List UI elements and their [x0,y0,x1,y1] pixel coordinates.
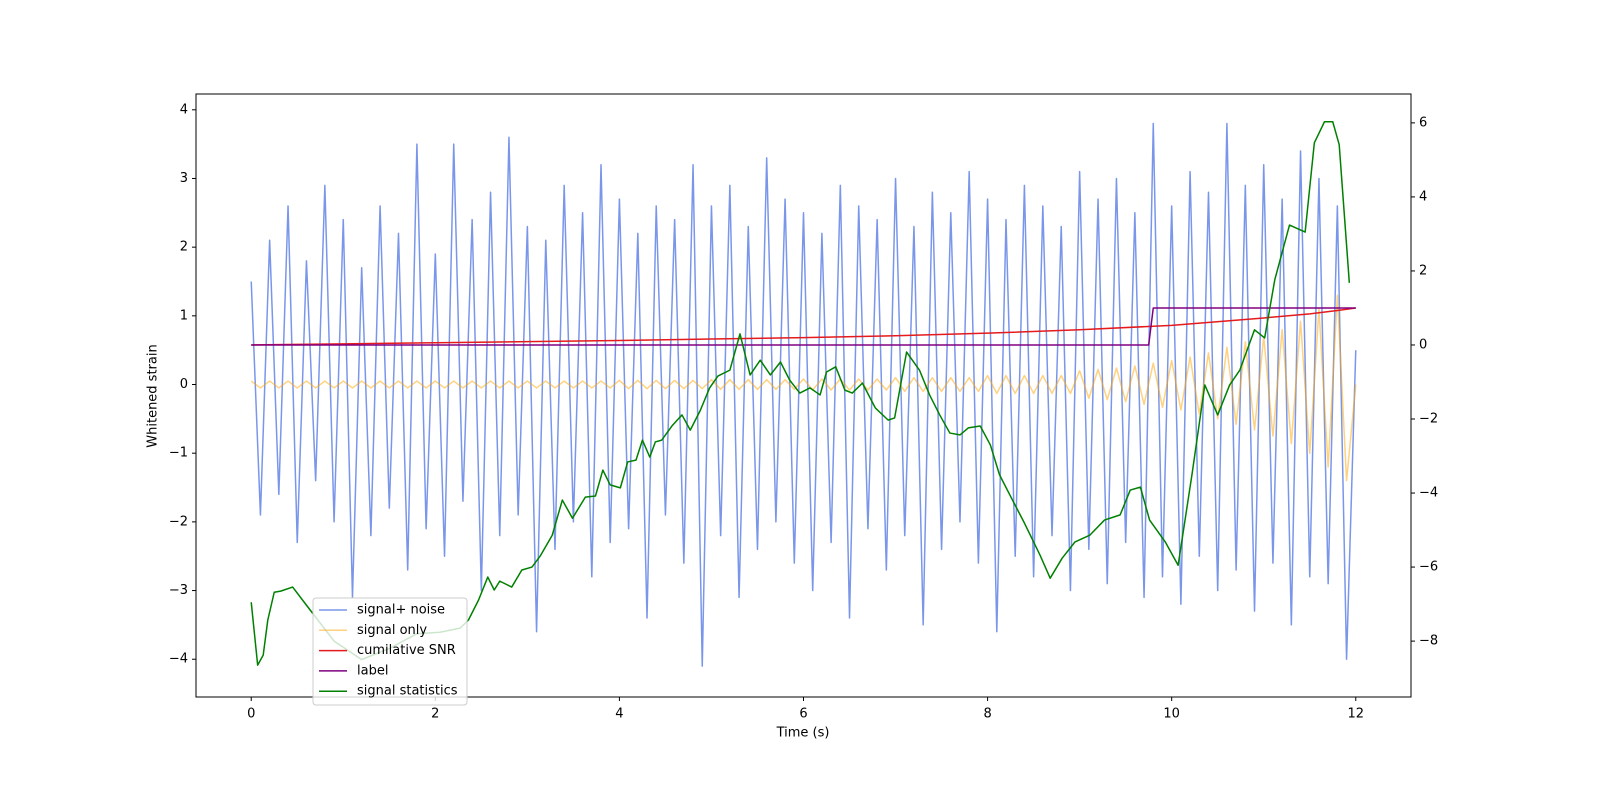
y-tick-label: −1 [169,446,188,461]
y-tick-label: 3 [180,171,188,186]
y2-tick-label: 0 [1419,337,1427,352]
legend-label: signal only [357,623,427,638]
x-tick-label: 8 [983,707,991,722]
legend: signal+ noise signal only cumilative SNR la… [312,597,468,706]
x-tick-label: 10 [1163,707,1180,722]
y2-tick-label: −2 [1419,412,1438,427]
y-tick-label: 1 [180,308,188,323]
legend-label: cumilative SNR [357,643,456,658]
series-line [250,122,1357,667]
legend-label: signal statistics [357,684,458,699]
y-tick-label: 0 [180,377,188,392]
plot-area [250,121,1357,667]
series-line [250,121,1351,666]
x-tick-label: 2 [431,707,439,722]
y2-tick-label: 4 [1419,189,1427,204]
y-tick-label: −4 [169,652,188,667]
legend-label: label [357,663,388,678]
series-line [250,294,1357,482]
series-line [251,307,1356,346]
y2-tick-label: 6 [1419,115,1427,130]
x-tick-label: 0 [247,707,255,722]
x-tick-label: 4 [615,707,623,722]
y2-tick-label: −4 [1419,486,1438,501]
y2-tick-label: −6 [1419,560,1438,575]
y-tick-label: −3 [169,583,188,598]
x-axis-label: Time (s) [776,726,830,741]
y2-tick-label: 2 [1419,263,1427,278]
y-axis-label: Whitened strain [146,344,161,447]
y-tick-label: −2 [169,514,188,529]
legend-box [312,597,468,706]
legend-label: signal+ noise [357,603,445,618]
y2-tick-label: −8 [1419,634,1438,649]
x-tick-label: 6 [799,707,807,722]
x-tick-label: 12 [1347,707,1364,722]
y-tick-label: 4 [180,102,188,117]
series-line [251,307,1356,346]
y-tick-label: 2 [180,240,188,255]
